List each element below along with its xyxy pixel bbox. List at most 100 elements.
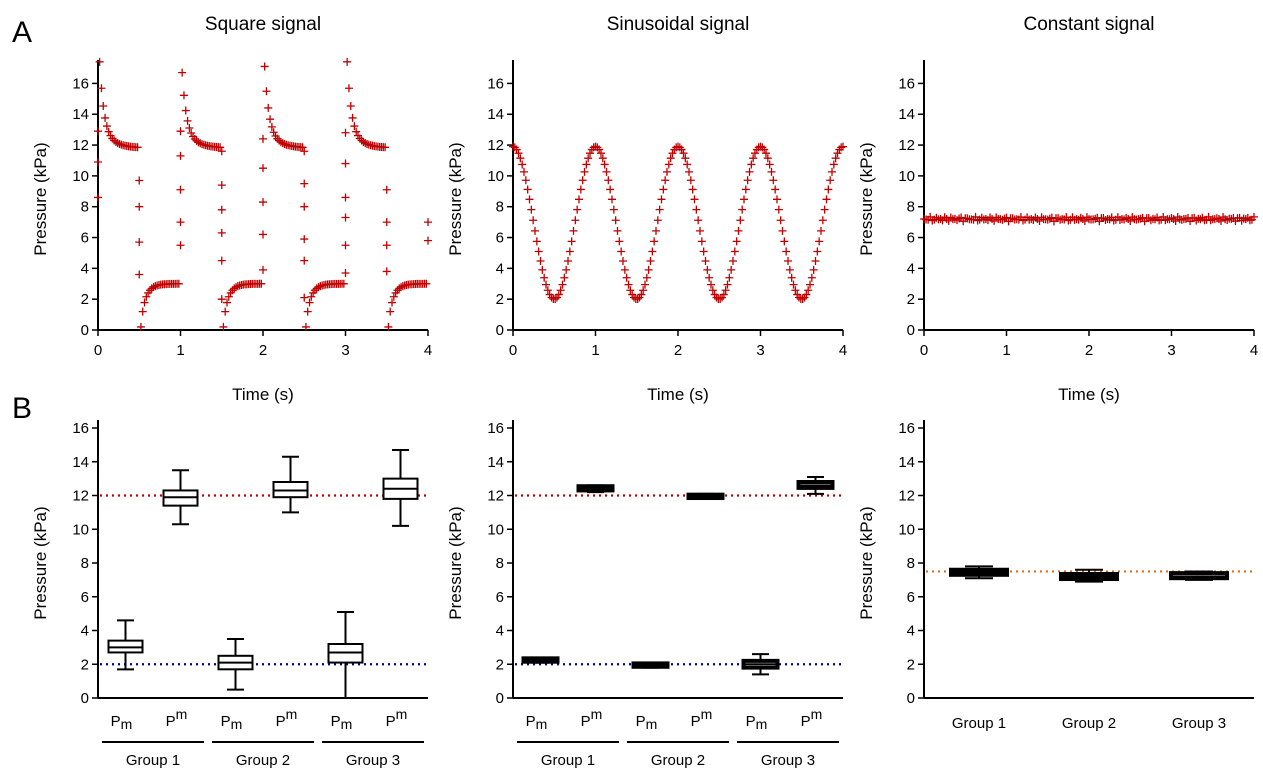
y-tick-label: 6 bbox=[496, 589, 504, 606]
x-tick-label: 1 bbox=[591, 342, 599, 359]
category-label: Group 2 bbox=[1062, 715, 1116, 732]
data-point bbox=[655, 205, 664, 214]
data-point bbox=[648, 247, 657, 256]
y-tick-label: 8 bbox=[81, 555, 89, 572]
data-point bbox=[314, 283, 323, 292]
category-label: Pm bbox=[166, 706, 188, 730]
category-label: Group 3 bbox=[1172, 715, 1226, 732]
data-point bbox=[611, 216, 620, 225]
data-point bbox=[626, 286, 635, 295]
data-point bbox=[606, 185, 615, 194]
data-point bbox=[300, 235, 309, 244]
y-tick-label: 8 bbox=[496, 199, 504, 216]
data-point bbox=[736, 216, 745, 225]
data-point bbox=[809, 265, 818, 274]
y-tick-label: 12 bbox=[72, 488, 89, 505]
y-tick-label: 10 bbox=[487, 168, 504, 185]
data-point bbox=[300, 202, 309, 211]
data-point bbox=[703, 265, 712, 274]
data-point bbox=[386, 307, 395, 316]
data-point bbox=[359, 137, 368, 146]
x-tick-label: 1 bbox=[176, 342, 184, 359]
data-point bbox=[745, 167, 754, 176]
x-tick-label: 4 bbox=[1250, 342, 1258, 359]
data-point bbox=[829, 160, 838, 169]
data-point bbox=[94, 158, 102, 167]
data-point bbox=[388, 298, 397, 307]
data-point bbox=[518, 160, 527, 169]
data-point bbox=[346, 101, 355, 110]
data-point bbox=[641, 280, 649, 289]
y-tick-label: 4 bbox=[907, 260, 915, 277]
data-point bbox=[301, 322, 310, 331]
data-point bbox=[176, 151, 185, 160]
y-tick-label: 0 bbox=[496, 322, 504, 339]
data-point bbox=[532, 237, 541, 246]
data-point bbox=[575, 195, 583, 204]
data-point bbox=[705, 273, 714, 282]
data-point bbox=[538, 265, 547, 274]
data-point bbox=[716, 294, 725, 303]
data-point bbox=[624, 280, 633, 289]
data-point bbox=[341, 241, 350, 250]
data-point bbox=[839, 142, 847, 151]
x-axis-label: Time (s) bbox=[1058, 385, 1120, 404]
data-point bbox=[762, 149, 770, 158]
data-point bbox=[807, 273, 816, 282]
y-tick-label: 16 bbox=[487, 420, 504, 437]
data-point bbox=[514, 149, 523, 158]
data-point bbox=[534, 247, 543, 256]
data-point bbox=[747, 160, 756, 169]
y-tick-label: 10 bbox=[898, 168, 915, 185]
data-point bbox=[727, 265, 736, 274]
data-point bbox=[688, 185, 697, 194]
data-point bbox=[176, 241, 185, 250]
data-point bbox=[140, 298, 149, 307]
y-tick-label: 8 bbox=[907, 555, 915, 572]
data-point bbox=[740, 195, 748, 204]
chart-title: Sinusoidal signal bbox=[607, 14, 750, 35]
y-tick-label: 2 bbox=[496, 291, 504, 308]
data-point bbox=[818, 216, 827, 225]
data-point bbox=[767, 167, 776, 176]
data-point bbox=[520, 167, 528, 176]
data-point bbox=[136, 322, 145, 331]
data-point bbox=[644, 265, 653, 274]
y-tick-label: 14 bbox=[487, 454, 504, 471]
y-tick-label: 6 bbox=[907, 230, 915, 247]
y-tick-label: 14 bbox=[487, 106, 504, 123]
data-point bbox=[259, 198, 267, 207]
data-point bbox=[269, 128, 278, 137]
data-point bbox=[219, 322, 228, 331]
group-label: Group 1 bbox=[126, 752, 180, 769]
data-point bbox=[176, 218, 185, 227]
data-point bbox=[260, 62, 269, 71]
y-tick-label: 2 bbox=[81, 656, 89, 673]
data-point bbox=[266, 115, 275, 124]
data-point bbox=[694, 216, 703, 225]
data-point bbox=[571, 216, 580, 225]
data-point bbox=[512, 145, 521, 154]
data-point bbox=[558, 280, 567, 289]
data-point bbox=[142, 292, 151, 301]
data-point bbox=[791, 286, 800, 295]
data-point bbox=[176, 185, 185, 194]
data-point bbox=[527, 205, 536, 214]
y-tick-label: 4 bbox=[81, 623, 89, 640]
group-label: Group 3 bbox=[346, 752, 400, 769]
data-point bbox=[811, 257, 820, 266]
data-point bbox=[782, 247, 791, 256]
y-tick-label: 12 bbox=[898, 137, 915, 154]
data-point bbox=[653, 216, 662, 225]
x-tick-label: 2 bbox=[259, 342, 267, 359]
data-point bbox=[615, 237, 624, 246]
chart-title: Square signal bbox=[205, 14, 321, 35]
data-point bbox=[833, 149, 842, 158]
y-tick-label: 2 bbox=[907, 656, 915, 673]
data-point bbox=[765, 160, 774, 169]
data-point bbox=[300, 147, 309, 156]
x-tick-label: 3 bbox=[341, 342, 349, 359]
y-tick-label: 12 bbox=[72, 137, 89, 154]
data-point bbox=[774, 205, 783, 214]
